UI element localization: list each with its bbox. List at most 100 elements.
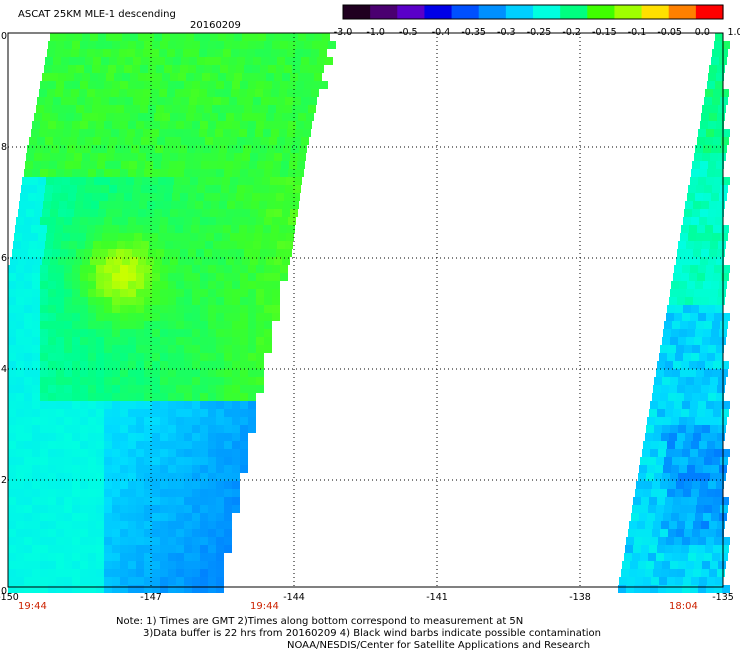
swath-cell: [229, 97, 237, 105]
swath-cell: [72, 521, 80, 529]
swath-cell: [144, 473, 152, 481]
swath-cell: [192, 465, 200, 473]
swath-cell: [192, 569, 200, 577]
swath-cell: [673, 545, 681, 553]
swath-cell: [32, 561, 40, 569]
swath-cell: [715, 33, 723, 41]
swath-cell: [40, 369, 48, 377]
swath-cell: [128, 281, 136, 289]
swath-cell: [653, 433, 661, 441]
swath-cell: [670, 289, 678, 297]
swath-cell: [685, 201, 693, 209]
swath-cell: [692, 345, 700, 353]
swath-cell: [692, 209, 700, 217]
swath-cell: [106, 73, 114, 81]
swath-cell: [192, 489, 200, 497]
swath-cell: [178, 73, 186, 81]
swath-cell: [29, 137, 37, 145]
swath-cell: [176, 385, 184, 393]
swath-cell: [56, 297, 64, 305]
swath-cell: [314, 73, 322, 81]
swath-cell: [80, 537, 88, 545]
swath-cell: [214, 233, 222, 241]
swath-cell: [720, 505, 728, 513]
swath-cell: [240, 345, 248, 353]
swath-cell: [184, 537, 192, 545]
swath-cell: [720, 369, 728, 377]
swath-cell: [217, 161, 225, 169]
swath-cell: [641, 497, 649, 505]
swath-cell: [8, 537, 16, 545]
swath-cell: [8, 457, 16, 465]
swath-cell: [200, 513, 208, 521]
swath-cell: [192, 345, 200, 353]
swath-cell: [130, 113, 138, 121]
swath-cell: [56, 353, 64, 361]
swath-cell: [104, 41, 112, 49]
swath-cell: [96, 457, 104, 465]
swath-cell: [671, 513, 679, 521]
swath-cell: [277, 185, 285, 193]
swath-cell: [104, 273, 112, 281]
swath-cell: [280, 169, 288, 177]
swath-cell: [40, 337, 48, 345]
swath-cell: [88, 313, 96, 321]
swath-cell: [152, 545, 160, 553]
swath-cell: [208, 313, 216, 321]
swath-cell: [80, 425, 88, 433]
swath-cell: [32, 121, 40, 129]
swath-cell: [72, 217, 80, 225]
swath-cell: [128, 369, 136, 377]
swath-cell: [705, 225, 713, 233]
swath-cell: [32, 281, 40, 289]
swath-cell: [117, 57, 125, 65]
swath-cell: [132, 249, 140, 257]
swath-cell: [242, 73, 250, 81]
swath-cell: [192, 545, 200, 553]
swath-cell: [235, 145, 243, 153]
swath-cell: [56, 361, 64, 369]
swath-cell: [711, 281, 719, 289]
swath-cell: [48, 289, 56, 297]
swath-cell: [82, 33, 90, 41]
swath-cell: [80, 465, 88, 473]
swath-cell: [32, 473, 40, 481]
swath-cell: [689, 409, 697, 417]
swath-cell: [152, 289, 160, 297]
swath-cell: [173, 241, 181, 249]
swath-cell: [87, 89, 95, 97]
swath-cell: [112, 497, 120, 505]
swath-cell: [208, 513, 216, 521]
swath-cell: [27, 201, 35, 209]
lat-labels: 1086420: [0, 31, 7, 597]
swath-cell: [85, 57, 93, 65]
swath-cell: [156, 105, 164, 113]
swath-cell: [72, 289, 80, 297]
swath-cell: [248, 121, 256, 129]
swath-cell: [32, 465, 40, 473]
swath-cell: [240, 81, 248, 89]
swath-cell: [208, 377, 216, 385]
swath-cell: [88, 289, 96, 297]
swath-cell: [132, 105, 140, 113]
swath-cell: [40, 345, 48, 353]
swath-cell: [216, 169, 224, 177]
swath-cell: [192, 377, 200, 385]
swath-cell: [215, 129, 223, 137]
swath-cell: [218, 209, 226, 217]
swath-cell: [56, 585, 64, 593]
swath-cell: [681, 409, 689, 417]
swath-cell: [278, 177, 286, 185]
swath-cell: [692, 393, 700, 401]
swath-cell: [56, 409, 64, 417]
swath-cell: [32, 409, 40, 417]
swath-cell: [66, 73, 74, 81]
swath-cell: [664, 553, 672, 561]
swath-cell: [51, 145, 59, 153]
swath-cell: [104, 513, 112, 521]
swath-cell: [32, 273, 40, 281]
swath-cell: [136, 337, 144, 345]
swath-cell: [136, 457, 144, 465]
swath-cell: [125, 97, 133, 105]
swath-cell: [209, 161, 217, 169]
